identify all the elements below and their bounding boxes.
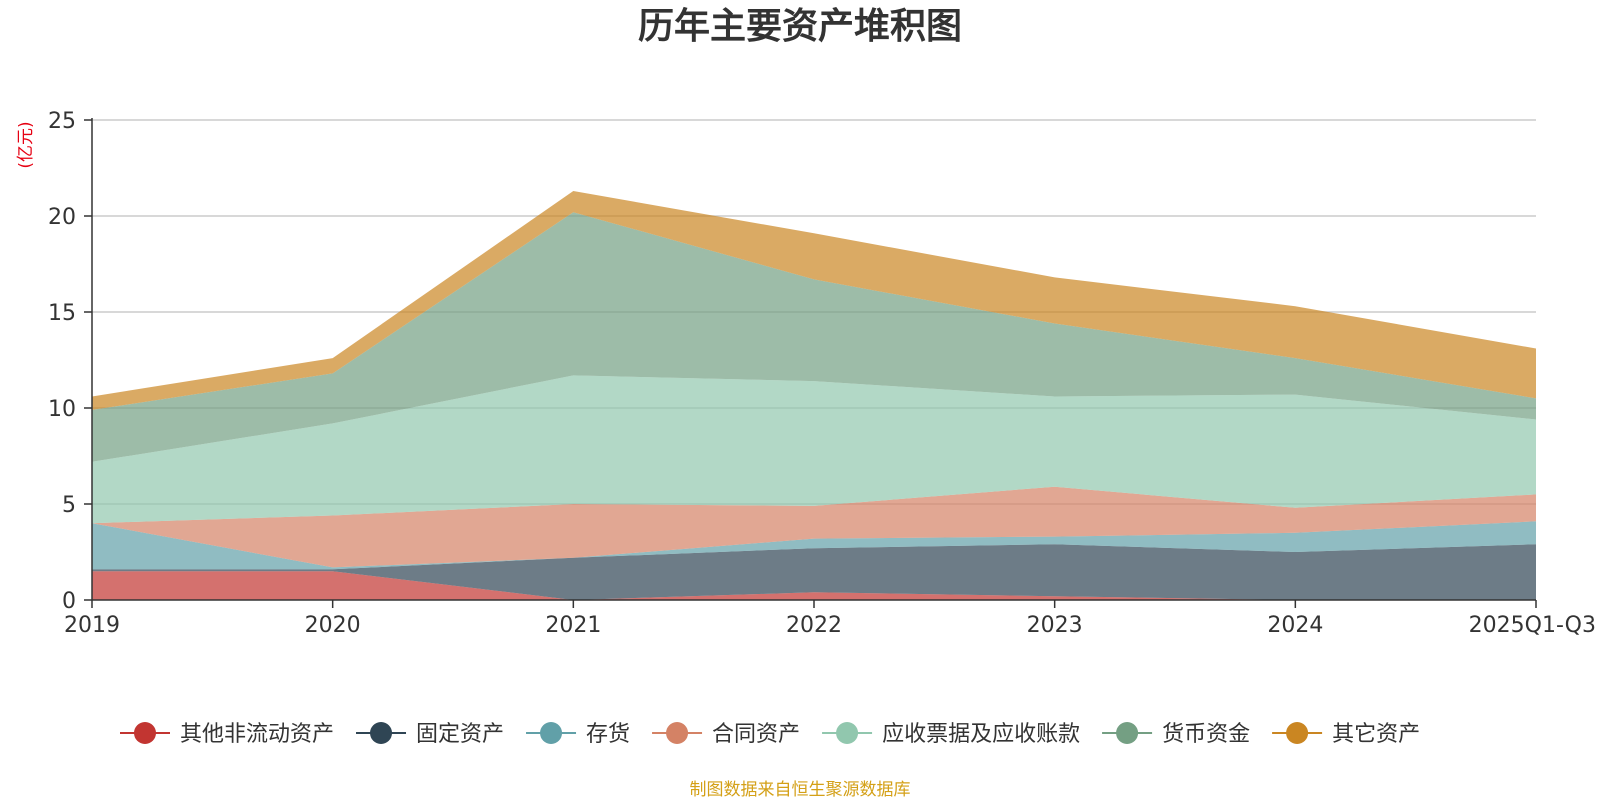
area-series-2 [92, 521, 1536, 570]
legend-label: 存货 [586, 722, 630, 747]
axes: 0 5 10 15 20 25 2019 2020 2021 2022 2023 2024 2025Q1… [48, 109, 1596, 638]
stacked-areas [92, 191, 1536, 600]
y-tick-label: 25 [48, 109, 76, 134]
legend-label: 固定资产 [416, 722, 504, 747]
x-tick-label: 2022 [786, 613, 842, 638]
legend: 其他非流动资产 固定资产 存货 合同资产 应收票据及应收账款 货币资金 其它资产 [120, 722, 1420, 747]
legend-item-4[interactable]: 应收票据及应收账款 [822, 722, 1080, 747]
legend-label: 货币资金 [1162, 722, 1250, 747]
legend-item-2[interactable]: 存货 [526, 722, 630, 747]
legend-label: 其它资产 [1332, 722, 1420, 747]
legend-marker-icon [836, 722, 859, 744]
y-tick-label: 5 [62, 493, 76, 518]
y-tick-label: 15 [48, 301, 76, 326]
x-tick-label: 2025Q1-Q3 [1469, 613, 1596, 638]
y-tick-label: 10 [48, 397, 76, 422]
area-series-3 [92, 486, 1536, 568]
y-tick-label: 20 [48, 205, 76, 230]
legend-item-1[interactable]: 固定资产 [356, 722, 504, 747]
area-series-4 [92, 375, 1536, 524]
x-tick-label: 2019 [64, 613, 120, 638]
y-axis-unit-label: (亿元) [16, 121, 36, 168]
legend-item-6[interactable]: 其它资产 [1272, 722, 1420, 747]
area-series-6 [92, 191, 1536, 410]
x-tick-label: 2021 [545, 613, 601, 638]
legend-label: 应收票据及应收账款 [882, 722, 1080, 747]
area-series-0 [92, 571, 1536, 600]
x-tick-label: 2023 [1027, 613, 1083, 638]
area-series-5 [92, 212, 1536, 462]
legend-marker-icon [1116, 722, 1139, 744]
legend-marker-icon [1286, 722, 1309, 744]
legend-item-5[interactable]: 货币资金 [1102, 722, 1250, 747]
legend-item-0[interactable]: 其他非流动资产 [120, 722, 334, 747]
legend-label: 其他非流动资产 [180, 722, 334, 747]
legend-marker-icon [540, 722, 563, 744]
x-tick-label: 2020 [305, 613, 361, 638]
legend-marker-icon [666, 722, 689, 744]
legend-marker-icon [134, 722, 156, 744]
legend-label: 合同资产 [712, 722, 800, 747]
data-source-note: 制图数据来自恒生聚源数据库 [690, 780, 911, 800]
chart-title: 历年主要资产堆积图 [638, 6, 962, 47]
x-tick-label: 2024 [1267, 613, 1323, 638]
legend-item-3[interactable]: 合同资产 [652, 722, 800, 747]
y-tick-label: 0 [62, 589, 76, 614]
legend-marker-icon [370, 722, 393, 744]
area-series-1 [92, 544, 1536, 600]
